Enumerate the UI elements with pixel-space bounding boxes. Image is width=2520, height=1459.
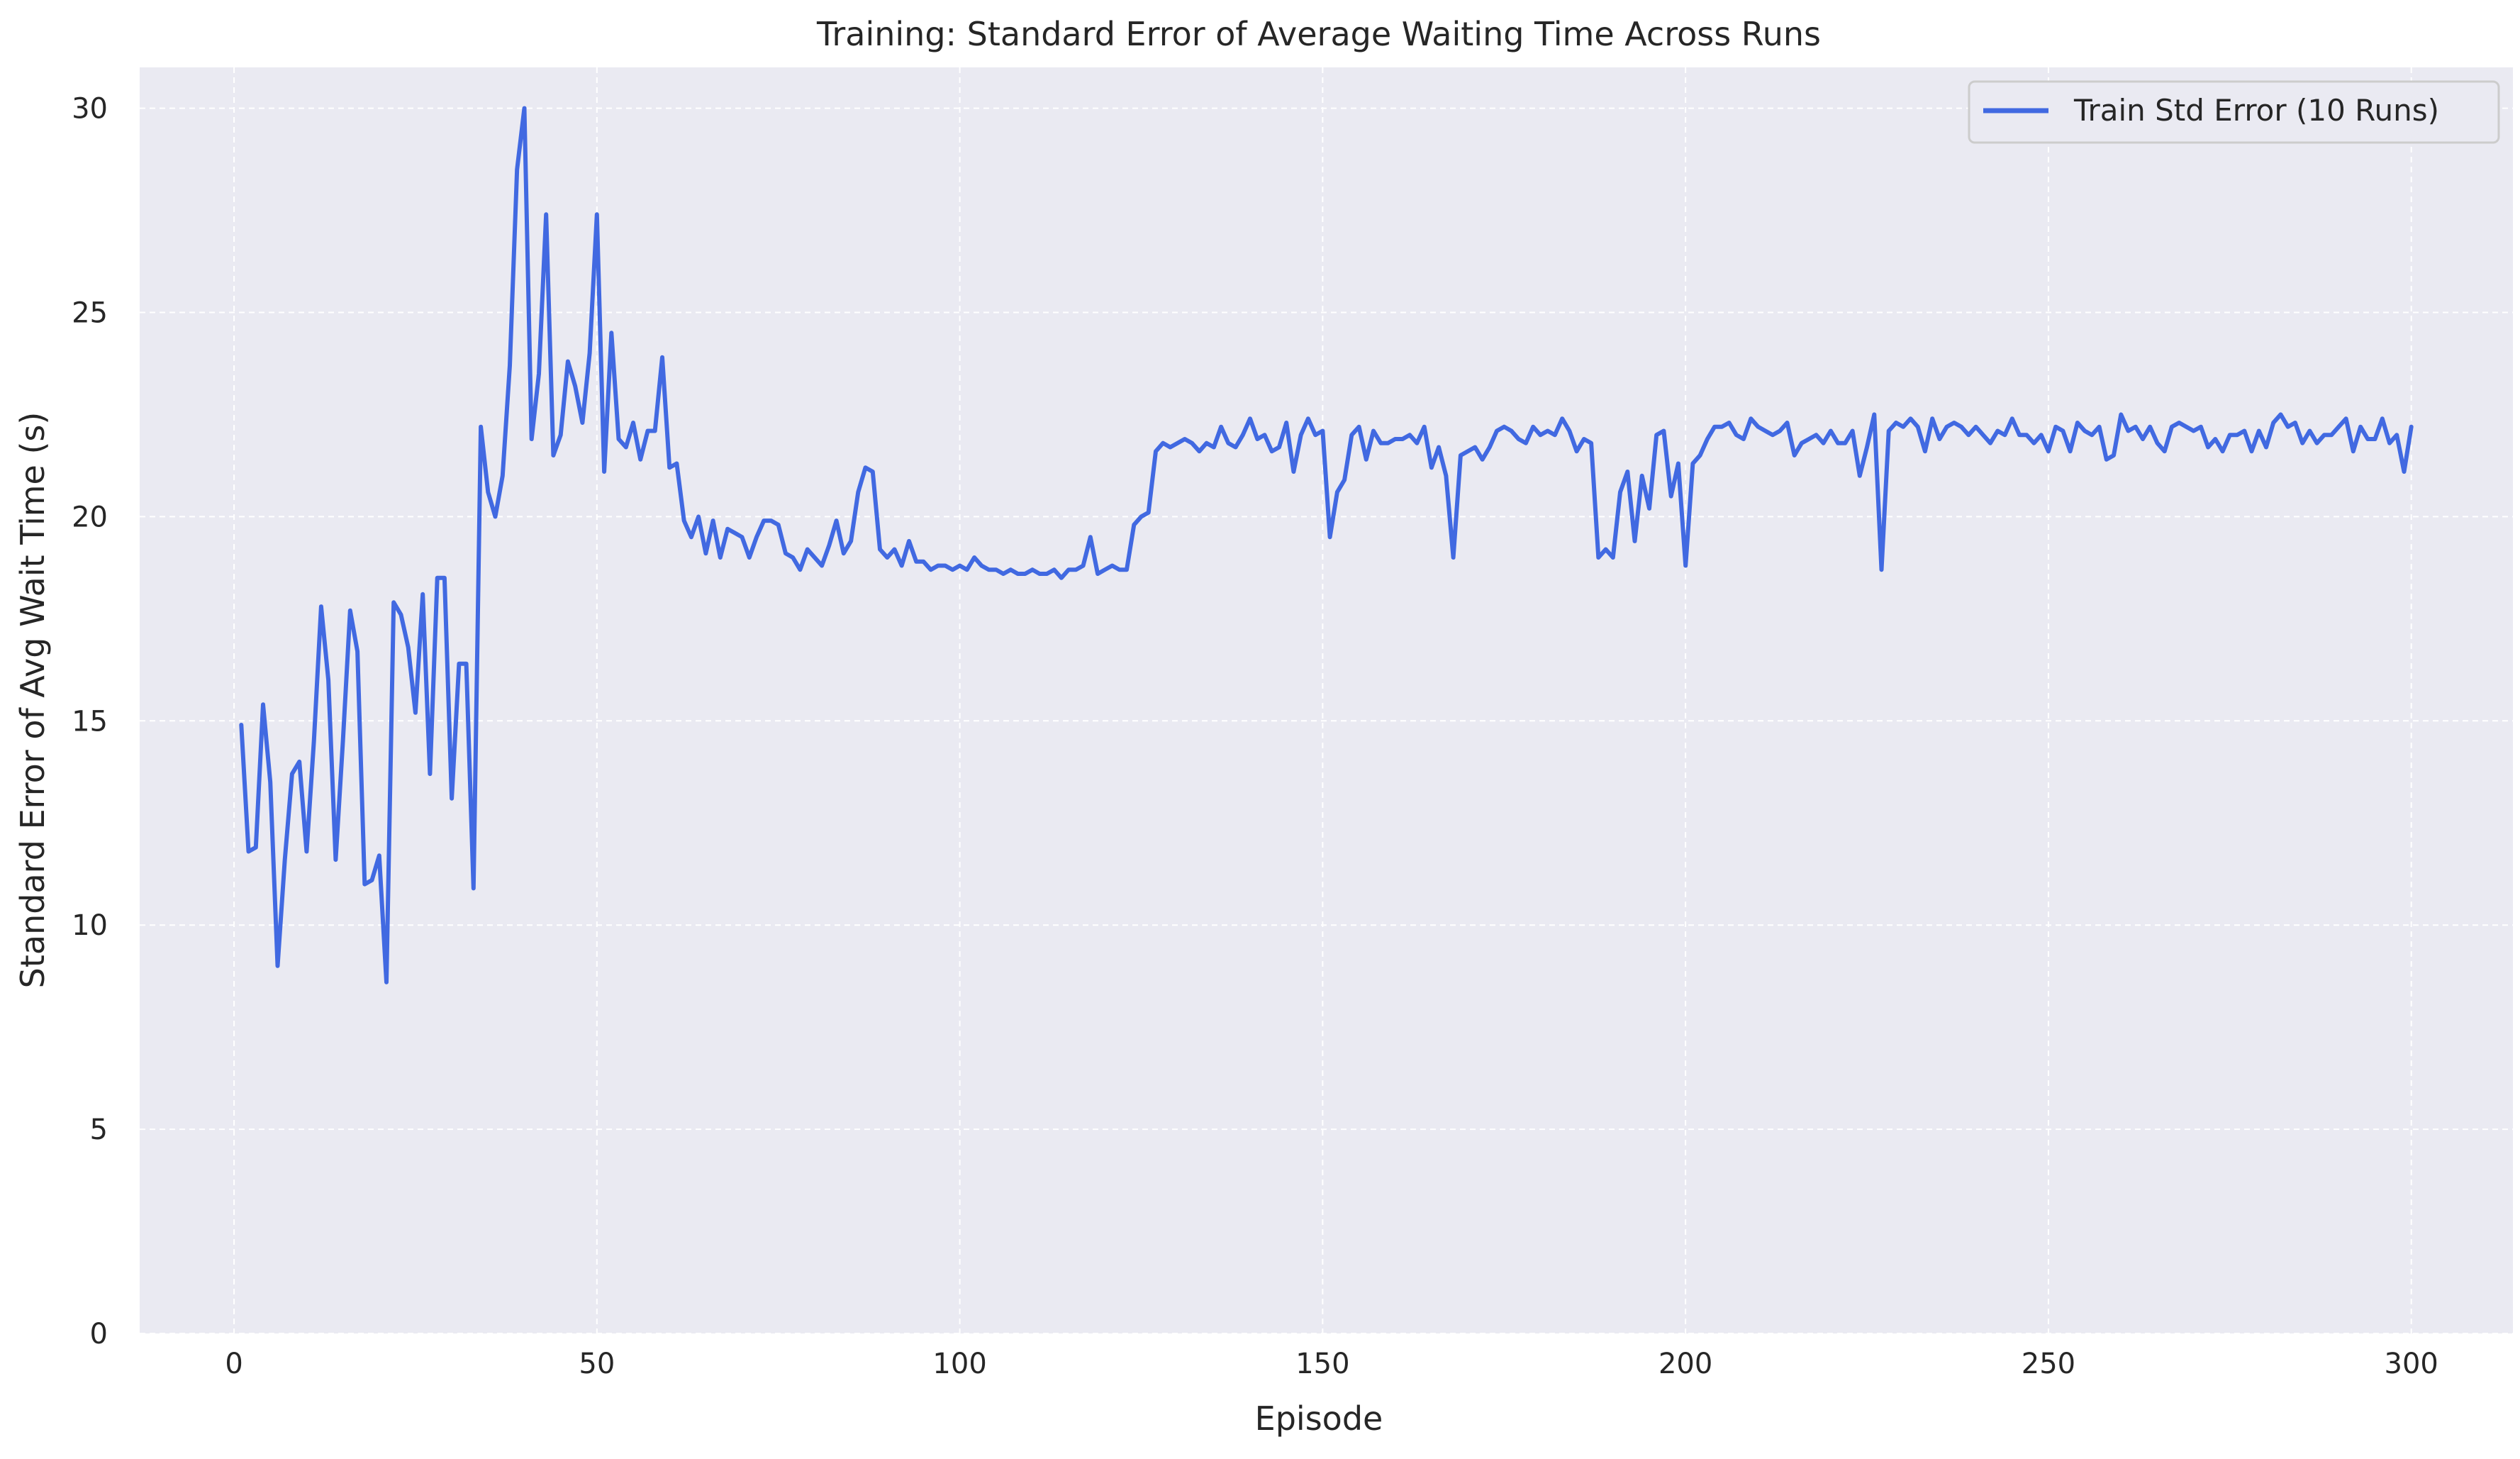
x-tick-labels: 0 50 100 150 200 250 300	[225, 1348, 2438, 1380]
y-tick-label: 30	[72, 93, 108, 126]
x-tick-label: 300	[2385, 1348, 2438, 1380]
series-group	[239, 106, 2414, 984]
y-tick-label: 5	[90, 1114, 108, 1146]
x-axis-label: Episode	[1255, 1399, 1383, 1438]
y-tick-label: 15	[72, 705, 108, 738]
y-tick-label: 0	[90, 1318, 108, 1350]
x-tick-label: 0	[225, 1348, 242, 1380]
x-tick-label: 100	[932, 1348, 986, 1380]
legend-box	[1968, 80, 2500, 144]
chart-title: Training: Standard Error of Average Wait…	[816, 15, 1821, 53]
y-tick-label: 10	[72, 909, 108, 942]
y-tick-label: 20	[72, 501, 108, 533]
y-axis-label: Standard Error of Avg Wait Time (s)	[13, 412, 52, 989]
grid	[140, 67, 2513, 1334]
legend: Train Std Error (10 Runs)	[1968, 80, 2500, 144]
y-tick-label: 25	[72, 296, 108, 329]
x-tick-label: 200	[1658, 1348, 1712, 1380]
x-tick-label: 150	[1295, 1348, 1349, 1380]
x-tick-label: 250	[2022, 1348, 2075, 1380]
plot-area	[140, 67, 2513, 1333]
y-tick-labels: 0 5 10 15 20 25 30	[72, 93, 108, 1350]
x-tick-label: 50	[579, 1348, 615, 1380]
series-line	[239, 106, 2414, 984]
legend-label: Train Std Error (10 Runs)	[2073, 93, 2439, 128]
